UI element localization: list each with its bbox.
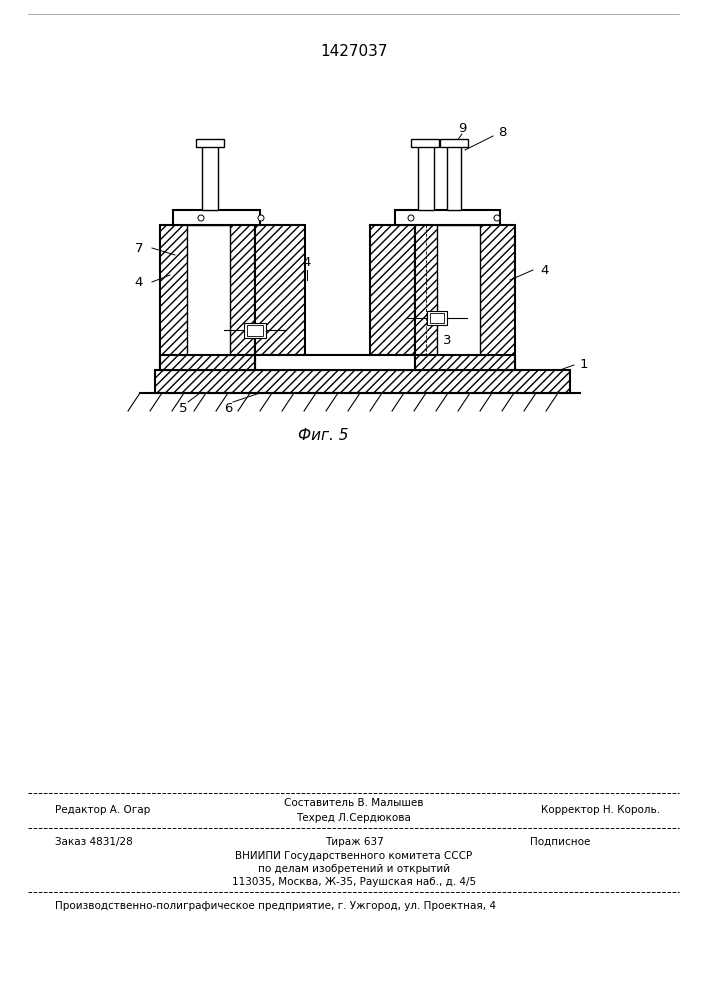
- Text: 8: 8: [498, 126, 506, 139]
- Text: Редактор А. Огар: Редактор А. Огар: [55, 805, 151, 815]
- Text: 4: 4: [303, 256, 311, 269]
- Bar: [155, 370, 570, 393]
- Text: по делам изобретений и открытий: по делам изобретений и открытий: [258, 864, 450, 874]
- Text: 113035, Москва, Ж-35, Раушская наб., д. 4/5: 113035, Москва, Ж-35, Раушская наб., д. …: [232, 877, 476, 887]
- Bar: [155, 370, 570, 393]
- Bar: [160, 355, 255, 370]
- Bar: [411, 139, 439, 147]
- Bar: [187, 225, 230, 355]
- Text: Подписное: Подписное: [530, 837, 590, 847]
- Bar: [244, 323, 266, 338]
- Text: 3: 3: [443, 334, 452, 347]
- Bar: [173, 210, 260, 225]
- Bar: [418, 145, 434, 210]
- Text: 4: 4: [540, 263, 549, 276]
- Circle shape: [198, 215, 204, 221]
- Bar: [415, 225, 515, 370]
- Bar: [440, 139, 468, 147]
- Circle shape: [408, 215, 414, 221]
- Text: 1427037: 1427037: [320, 44, 387, 60]
- Text: Тираж 637: Тираж 637: [325, 837, 383, 847]
- Bar: [427, 311, 447, 325]
- Bar: [196, 139, 224, 147]
- Bar: [415, 225, 515, 370]
- Bar: [415, 355, 515, 370]
- Bar: [447, 145, 461, 210]
- Bar: [160, 355, 255, 370]
- Bar: [370, 225, 415, 355]
- Text: Фиг. 5: Фиг. 5: [298, 428, 349, 442]
- Text: 6: 6: [224, 401, 232, 414]
- Bar: [202, 145, 218, 210]
- Text: 4: 4: [134, 275, 143, 288]
- Text: Корректор Н. Король.: Корректор Н. Король.: [541, 805, 660, 815]
- Bar: [247, 325, 263, 336]
- Text: Техред Л.Сердюкова: Техред Л.Сердюкова: [296, 813, 411, 823]
- Text: Составитель В. Малышев: Составитель В. Малышев: [284, 798, 423, 808]
- Text: Производственно-полиграфическое предприятие, г. Ужгород, ул. Проектная, 4: Производственно-полиграфическое предприя…: [55, 901, 496, 911]
- Text: 7: 7: [134, 241, 143, 254]
- Bar: [430, 313, 444, 323]
- Bar: [415, 355, 515, 370]
- Circle shape: [494, 215, 500, 221]
- Bar: [160, 225, 255, 370]
- Bar: [370, 225, 415, 355]
- Bar: [160, 225, 255, 370]
- Bar: [255, 225, 305, 355]
- Circle shape: [258, 215, 264, 221]
- Bar: [437, 225, 480, 355]
- Bar: [395, 210, 500, 225]
- Bar: [255, 225, 305, 355]
- Text: Заказ 4831/28: Заказ 4831/28: [55, 837, 133, 847]
- Bar: [255, 355, 415, 370]
- Text: 9: 9: [458, 121, 466, 134]
- Text: 1: 1: [580, 359, 588, 371]
- Text: ВНИИПИ Государственного комитета СССР: ВНИИПИ Государственного комитета СССР: [235, 851, 472, 861]
- Text: 5: 5: [179, 401, 187, 414]
